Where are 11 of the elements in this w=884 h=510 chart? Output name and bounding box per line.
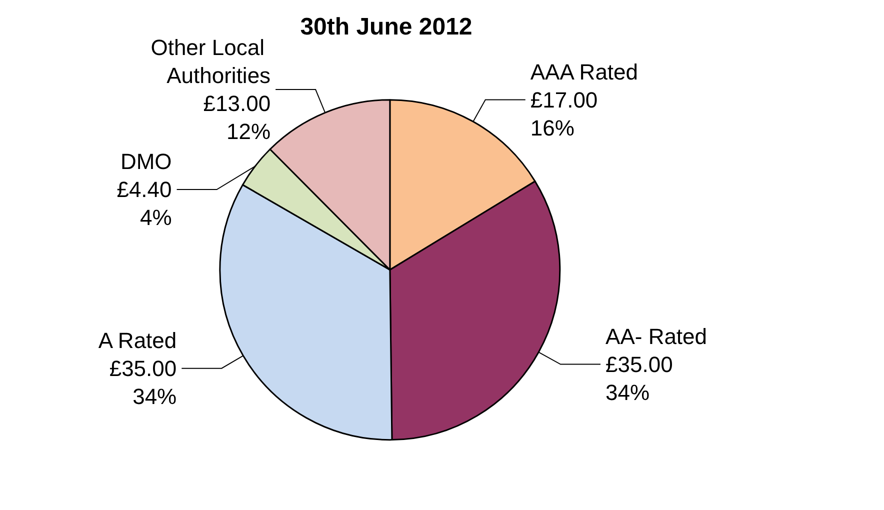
data-label: £35.00 34%: [606, 352, 673, 405]
data-label: £13.00 12%: [203, 91, 271, 144]
chart-title: 30th June 2012: [300, 14, 472, 40]
slice-label: A Rated: [98, 328, 177, 353]
data-label: £35.00 34%: [109, 356, 177, 409]
slice-label: AA- Rated: [606, 324, 708, 349]
data-label: £4.40 4%: [116, 177, 172, 230]
slice-label: DMO: [120, 149, 172, 174]
slice-label: Other Local Authorities: [150, 35, 271, 88]
data-label: £17.00 16%: [530, 87, 598, 140]
slice-label: AAA Rated: [530, 59, 638, 84]
